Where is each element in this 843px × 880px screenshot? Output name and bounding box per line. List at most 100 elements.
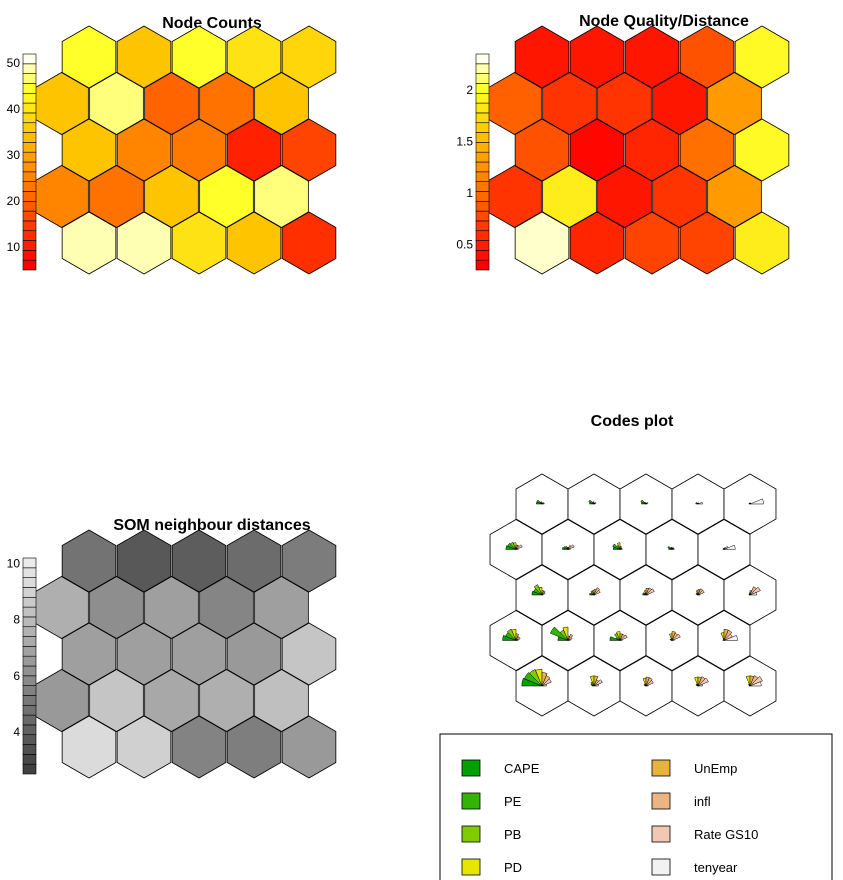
neighbour-distances-colorbar-seg-13 xyxy=(22,636,37,647)
codes-segment-r0-c2-6 xyxy=(645,680,654,687)
codes-segment-r3-c1-6 xyxy=(567,544,575,550)
codes-plot-panel xyxy=(489,473,777,717)
codes-segment-r0-c0-2 xyxy=(528,669,543,687)
codes-segment-r0-c1-7 xyxy=(593,683,599,687)
neighbour-distances-colorbar-seg-15 xyxy=(22,616,37,628)
node-counts-colorbar-seg-5 xyxy=(22,210,37,222)
node-counts-hex-r4-c3 xyxy=(226,25,282,89)
codes-segment-r2-c3-7 xyxy=(697,593,701,596)
node-quality-colorbar-seg-17 xyxy=(475,92,490,104)
node-counts-colorbar-seg-0 xyxy=(22,259,37,271)
node-counts-colorbar-tick-4: 50 xyxy=(7,56,21,70)
node-counts-colorbar-seg-4 xyxy=(22,220,37,232)
neighbour-distances-hex-r4-c2 xyxy=(171,529,227,593)
node-quality-colorbar-seg-10 xyxy=(475,161,490,173)
codes-segment-r0-c2-5 xyxy=(645,677,653,687)
node-counts-hex-r4-c2 xyxy=(171,25,227,89)
node-quality-colorbar-tick-3: 2 xyxy=(466,83,473,97)
node-quality-colorbar-seg-12 xyxy=(475,142,490,153)
codes-segment-r0-c0-1 xyxy=(524,672,543,687)
legend-label-1: PE xyxy=(504,794,522,809)
node-quality-colorbar-seg-1 xyxy=(475,250,490,261)
node-quality-colorbar-tick-1: 1 xyxy=(466,186,473,200)
codes-segment-r3-c0-7 xyxy=(515,548,519,550)
codes-segment-r3-c4-7 xyxy=(723,544,736,550)
codes-segment-r2-c1-5 xyxy=(593,587,600,596)
node-quality-colorbar-seg-15 xyxy=(475,112,490,124)
codes-segment-r1-c4-7 xyxy=(723,635,738,641)
codes-legend: CAPE PE PB PD UnEmp infl Rate GS10 tenyear xyxy=(439,733,833,880)
node-quality-colorbar-seg-13 xyxy=(475,132,490,143)
legend-label-6: Rate GS10 xyxy=(694,827,758,842)
node-quality-colorbar-seg-9 xyxy=(475,171,490,182)
node-counts-hex-r4-c4 xyxy=(281,25,337,89)
codes-segment-r3-c1-7 xyxy=(567,548,571,550)
neighbour-distances-colorbar-seg-14 xyxy=(22,626,37,637)
neighbour-distances-colorbar-seg-0 xyxy=(22,763,37,775)
node-quality-colorbar-seg-11 xyxy=(475,151,490,163)
codes-segment-r3-c0-1 xyxy=(507,542,517,550)
neighbour-distances-colorbar-seg-12 xyxy=(22,646,37,657)
node-quality-colorbar-seg-2 xyxy=(475,240,490,251)
codes-segment-r4-c4-7 xyxy=(749,498,764,505)
node-quality-colorbar-tick-0: 0.5 xyxy=(456,237,473,251)
node-quality-hex-r4-c4 xyxy=(734,25,790,89)
node-quality-colorbar-seg-14 xyxy=(475,122,490,133)
legend-swatch-3 xyxy=(461,858,481,876)
legend-label-7: tenyear xyxy=(694,860,738,875)
node-counts-colorbar-seg-18 xyxy=(22,83,37,94)
codes-segment-r1-c2-7 xyxy=(619,639,623,641)
node-counts-colorbar-seg-1 xyxy=(22,250,37,261)
codes-segment-r1-c0-6 xyxy=(515,636,521,641)
legend-label-0: CAPE xyxy=(504,761,540,776)
node-quality-colorbar-seg-5 xyxy=(475,210,490,222)
codes-segment-r3-c1-2 xyxy=(565,546,569,550)
codes-segment-r2-c4-6 xyxy=(749,586,761,596)
node-counts-colorbar-tick-3: 40 xyxy=(7,102,21,116)
legend-swatch-4 xyxy=(651,759,671,777)
codes-segment-r3-c0-3 xyxy=(513,542,517,550)
neighbour-distances-colorbar-seg-6 xyxy=(22,704,37,716)
legend-label-5: infl xyxy=(694,794,711,809)
codes-segment-r3-c0-2 xyxy=(510,541,517,550)
neighbour-distances-colorbar-seg-1 xyxy=(22,754,37,765)
node-quality-colorbar-tick-2: 1.5 xyxy=(456,134,473,148)
codes-segment-r0-c4-6 xyxy=(749,676,763,687)
node-quality-title: Node Quality/Distance xyxy=(579,13,749,30)
codes-segment-r0-c1-6 xyxy=(593,679,603,687)
legend-box xyxy=(439,733,833,880)
neighbour-distances-colorbar-seg-17 xyxy=(22,596,37,608)
node-counts-colorbar-seg-2 xyxy=(22,240,37,251)
node-quality-hex-r4-c2 xyxy=(624,25,680,89)
node-counts-hex-r4-c0 xyxy=(61,25,117,89)
codes-segment-r1-c2-6 xyxy=(619,634,628,641)
codes-segment-r2-c0-3 xyxy=(538,586,543,596)
neighbour-distances-colorbar-tick-2: 8 xyxy=(13,613,20,627)
codes-segment-r2-c0-6 xyxy=(541,592,546,596)
legend-swatch-1 xyxy=(461,792,481,810)
codes-segment-r1-c1-7 xyxy=(567,639,571,641)
node-counts-colorbar-seg-13 xyxy=(22,132,37,143)
node-counts-colorbar-seg-14 xyxy=(22,122,37,133)
node-counts-colorbar-tick-0: 10 xyxy=(7,240,21,254)
neighbour-distances-colorbar-seg-5 xyxy=(22,714,37,726)
node-counts-colorbar-tick-2: 30 xyxy=(7,148,21,162)
node-quality-hex-r4-c0 xyxy=(514,25,570,89)
node-quality-colorbar-seg-8 xyxy=(475,181,490,192)
node-counts-colorbar-seg-19 xyxy=(22,73,37,84)
codes-segment-r0-c2-7 xyxy=(645,684,649,687)
node-counts-colorbar-seg-16 xyxy=(22,102,37,114)
node-quality-colorbar-seg-3 xyxy=(475,230,490,241)
node-counts-colorbar-seg-21 xyxy=(22,53,37,65)
codes-segment-r2-c3-6 xyxy=(697,589,705,596)
neighbour-distances-colorbar-seg-21 xyxy=(22,557,37,569)
node-counts-colorbar-seg-17 xyxy=(22,92,37,104)
codes-segment-r2-c0-2 xyxy=(533,584,543,596)
node-counts-colorbar-tick-1: 20 xyxy=(7,194,21,208)
legend-swatch-6 xyxy=(651,825,671,843)
legend-swatch-2 xyxy=(461,825,481,843)
codes-segment-r3-c3-7 xyxy=(671,548,675,550)
codes-segment-r3-c2-3 xyxy=(617,542,621,550)
node-quality-colorbar-seg-0 xyxy=(475,259,490,271)
